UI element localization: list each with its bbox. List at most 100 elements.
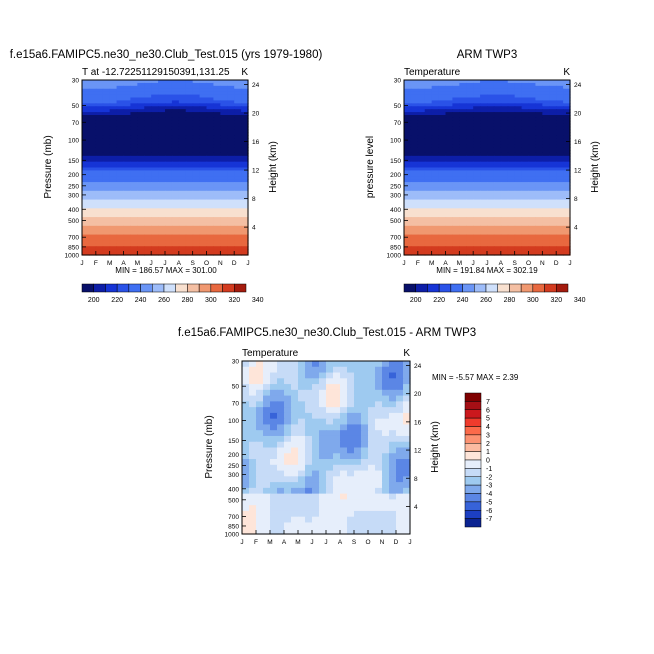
- field-cell: [354, 470, 362, 477]
- field-cell: [487, 115, 495, 119]
- field-cell: [151, 208, 159, 212]
- field-cell: [452, 135, 460, 139]
- field-cell: [521, 205, 530, 209]
- field-cell: [535, 225, 543, 230]
- field-cell: [171, 112, 180, 116]
- field-cell: [88, 249, 97, 253]
- field-cell: [424, 179, 433, 183]
- field-cell: [95, 103, 104, 107]
- field-cell: [375, 528, 383, 535]
- field-cell: [88, 82, 97, 87]
- field-cell: [123, 164, 132, 169]
- field-cell: [473, 222, 481, 227]
- field-cell: [95, 106, 104, 110]
- field-cell: [270, 493, 278, 500]
- field-cell: [178, 237, 187, 242]
- field-cell: [158, 205, 166, 209]
- field-cell: [354, 499, 362, 506]
- field-cell: [542, 120, 550, 125]
- field-cell: [130, 252, 138, 256]
- field-cell: [535, 243, 543, 247]
- field-cell: [95, 112, 104, 116]
- field-cell: [326, 510, 334, 518]
- field-cell: [466, 190, 474, 195]
- field-cell: [199, 152, 208, 157]
- field-cell: [459, 126, 467, 131]
- field-cell: [535, 205, 543, 209]
- field-cell: [438, 228, 447, 233]
- field-cell: [256, 441, 264, 449]
- field-cell: [382, 528, 390, 535]
- field-cell: [521, 231, 530, 236]
- field-cell: [417, 82, 426, 87]
- field-cell: [480, 97, 488, 102]
- field-cell: [305, 395, 313, 402]
- field-cell: [213, 155, 221, 160]
- field-cell: [507, 152, 516, 157]
- field-cell: [144, 211, 152, 215]
- field-cell: [312, 361, 320, 368]
- field-cell: [431, 190, 440, 195]
- field-cell: [500, 185, 509, 189]
- field-cell: [514, 190, 523, 195]
- field-cell: [403, 522, 411, 529]
- field-cell: [171, 109, 180, 113]
- field-cell: [521, 115, 530, 119]
- field-cell: [227, 155, 235, 160]
- field-cell: [234, 126, 242, 131]
- field-cell: [333, 384, 341, 391]
- field-cell: [123, 129, 132, 134]
- field-cell: [473, 220, 481, 224]
- field-cell: [480, 144, 488, 148]
- field-cell: [542, 150, 550, 154]
- field-cell: [88, 94, 97, 99]
- field-cell: [171, 196, 180, 201]
- field-cell: [277, 470, 285, 477]
- field-cell: [158, 138, 166, 142]
- field-cell: [514, 91, 523, 96]
- field-cell: [521, 126, 530, 131]
- field-cell: [556, 170, 564, 174]
- field-cell: [102, 187, 111, 192]
- field-cell: [528, 193, 537, 198]
- field-cell: [528, 80, 537, 84]
- colorbar-label: 200: [410, 297, 422, 304]
- field-cell: [192, 182, 201, 186]
- field-cell: [556, 202, 564, 207]
- field-cell: [445, 240, 454, 244]
- field-cell: [206, 97, 215, 102]
- field-cell: [556, 161, 564, 166]
- field-cell: [158, 220, 166, 224]
- panel-obs-colorbar: 200 220 240 260 280 300 320 340: [403, 283, 586, 304]
- field-cell: [178, 164, 187, 169]
- field-cell: [185, 252, 194, 256]
- field-cell: [165, 129, 173, 134]
- field-cell: [171, 193, 180, 198]
- field-cell: [249, 493, 257, 500]
- month-tick-label: D: [554, 260, 559, 267]
- field-cell: [500, 109, 509, 113]
- field-cell: [417, 228, 426, 233]
- field-cell: [206, 187, 215, 192]
- field-cell: [165, 225, 173, 230]
- field-cell: [507, 208, 516, 212]
- field-cell: [354, 389, 362, 397]
- field-cell: [521, 228, 530, 233]
- field-cell: [507, 249, 516, 253]
- field-cell: [417, 88, 426, 93]
- field-cell: [234, 167, 242, 172]
- field-cell: [375, 361, 383, 368]
- field-cell: [263, 430, 271, 437]
- field-cell: [178, 144, 187, 148]
- field-cell: [431, 85, 440, 90]
- field-cell: [535, 106, 543, 110]
- field-cell: [480, 234, 488, 239]
- field-cell: [270, 435, 278, 443]
- colorbar-swatch: [464, 451, 482, 461]
- field-cell: [452, 150, 460, 154]
- field-cell: [185, 187, 194, 192]
- field-cell: [102, 152, 111, 157]
- field-cell: [459, 243, 467, 247]
- field-cell: [137, 234, 145, 239]
